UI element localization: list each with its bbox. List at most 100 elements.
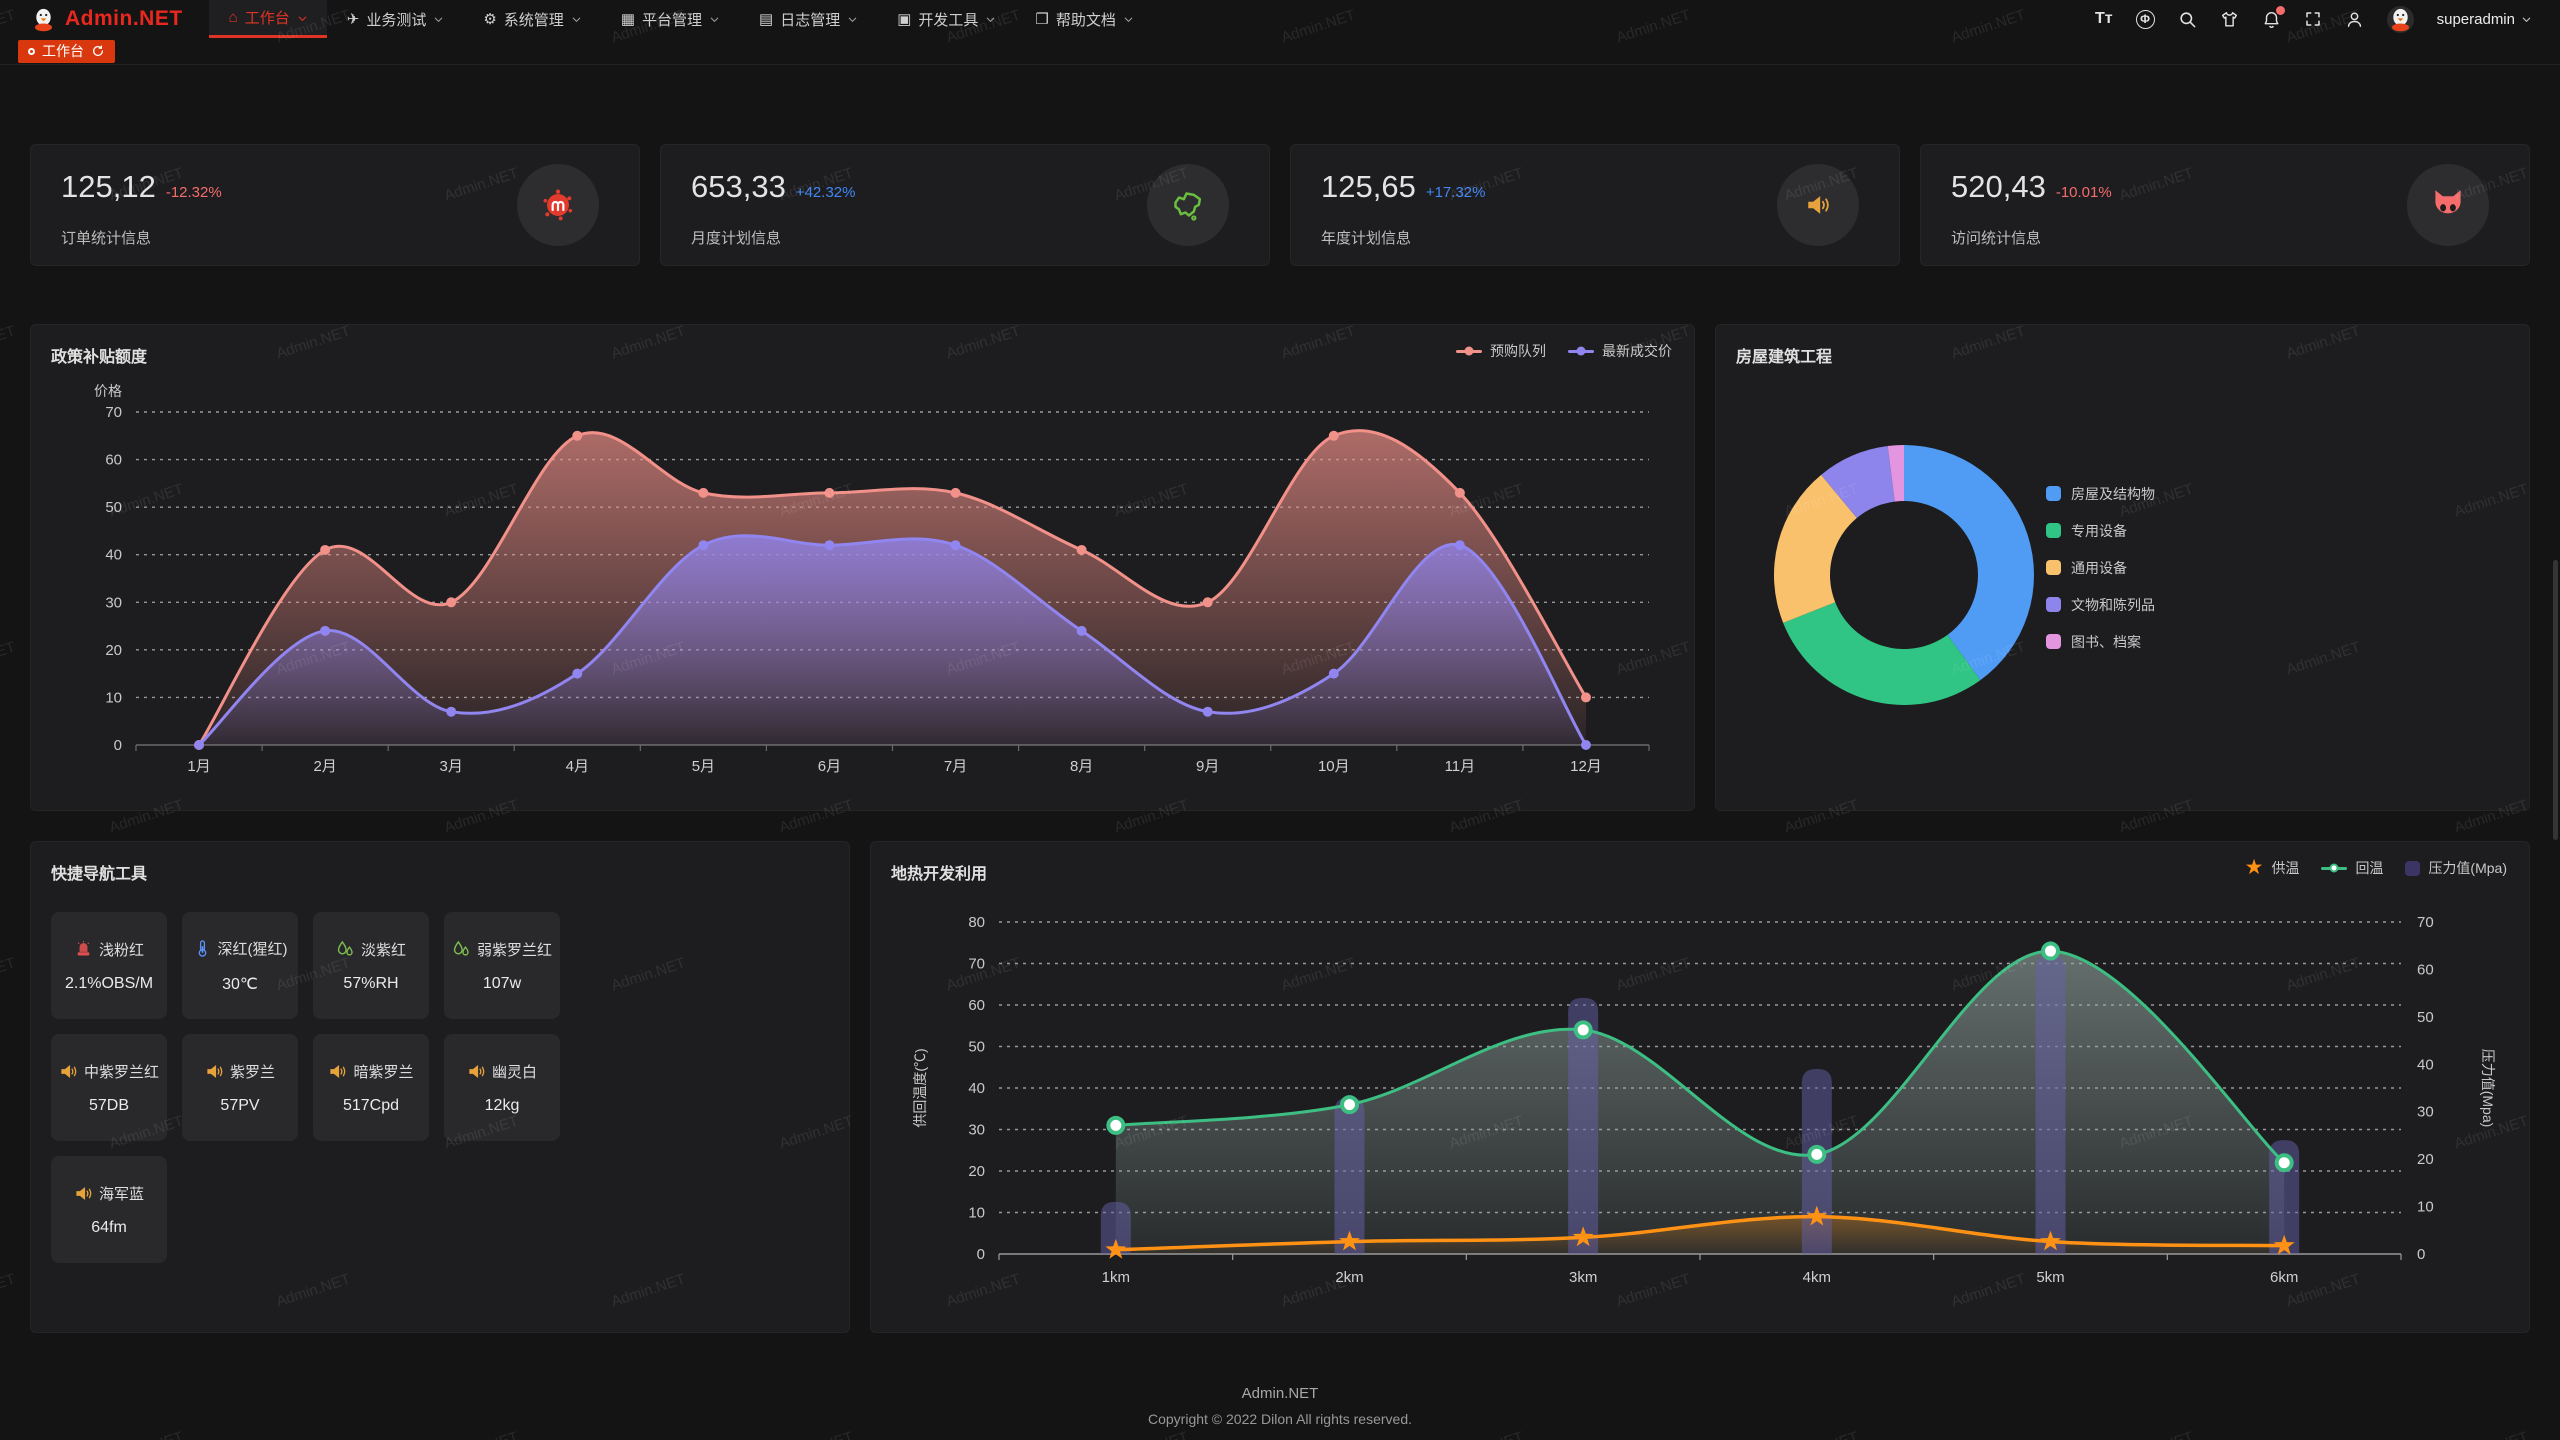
svg-text:5km: 5km: [2036, 1269, 2064, 1286]
language-icon[interactable]: Φ: [2135, 9, 2155, 29]
svg-text:3km: 3km: [1569, 1269, 1597, 1286]
refresh-icon[interactable]: [91, 44, 105, 58]
bottom-row: 快捷导航工具 浅粉红 2.1%OBS/M 深红(猩红) 30℃ 淡紫红 57%RH 弱紫罗兰…: [30, 841, 2530, 1333]
panel-title-quick-nav: 快捷导航工具: [51, 866, 148, 883]
watermark-text: Admin.NET: [1447, 1429, 1525, 1440]
svg-text:30: 30: [2417, 1104, 2434, 1121]
legend-item[interactable]: 文物和陈列品: [2046, 595, 2155, 615]
humidity-icon: [336, 940, 355, 959]
svg-text:2km: 2km: [1335, 1269, 1363, 1286]
legend-label: 专用设备: [2071, 522, 2127, 539]
speaker-icon: [467, 1062, 486, 1081]
font-size-icon[interactable]: Tт: [2095, 10, 2113, 27]
quick-nav-grid: 浅粉红 2.1%OBS/M 深红(猩红) 30℃ 淡紫红 57%RH 弱紫罗兰红 107w 中紫…: [51, 912, 829, 1263]
panel-building-project: 房屋建筑工程 房屋及结构物 专用设备 通用设备 文物和陈列品 图书、档案: [1715, 324, 2530, 811]
menu-item-docs[interactable]: ❒ 帮助文档: [1015, 0, 1152, 38]
quick-nav-value: 2.1%OBS/M: [64, 974, 154, 992]
legend-label: 最新成交价: [1602, 343, 1672, 359]
menu-item-workbench[interactable]: ⌂ 工作台: [208, 0, 327, 38]
notification-icon[interactable]: [2262, 5, 2285, 29]
speaker-icon: [205, 1062, 224, 1081]
stat-delta: +17.32%: [1425, 184, 1486, 201]
profile-icon[interactable]: [2345, 10, 2364, 29]
menu-item-system[interactable]: ⚙ 系统管理: [463, 0, 600, 38]
donut-slice-3: [1821, 446, 1895, 518]
svg-text:7月: 7月: [944, 758, 967, 775]
menu-item-devtools[interactable]: ▣ 开发工具: [877, 0, 1015, 38]
quick-nav-value: 30℃: [222, 975, 258, 993]
quick-nav-card-crimson[interactable]: 深红(猩红) 30℃: [182, 912, 298, 1019]
svg-text:70: 70: [105, 404, 122, 421]
chevron-down-icon: [985, 14, 995, 24]
svg-text:80: 80: [968, 914, 985, 931]
watermark-text: Admin.NET: [107, 1429, 185, 1440]
siren-icon: [74, 940, 93, 959]
pressure-bar-4: [2035, 955, 2066, 1254]
svg-text:压力值(Mpa): 压力值(Mpa): [2480, 1049, 2496, 1128]
svg-text:10: 10: [968, 1205, 985, 1222]
quick-nav-name: 暗紫罗兰: [353, 1063, 414, 1081]
quick-nav-card-navy-blue[interactable]: 海军蓝 64fm: [51, 1156, 167, 1263]
quick-nav-card-ghost-white[interactable]: 幽灵白 12kg: [444, 1034, 560, 1141]
quick-nav-card-dark-violet[interactable]: 暗紫罗兰 517Cpd: [313, 1034, 429, 1141]
stat-label: 年度计划信息: [1321, 230, 1412, 247]
legend-chip-marker: [2046, 597, 2061, 612]
stat-label: 订单统计信息: [61, 230, 152, 247]
fullscreen-icon[interactable]: [2304, 10, 2322, 28]
quick-nav-card-medium-violet-red[interactable]: 中紫罗兰红 57DB: [51, 1034, 167, 1141]
svg-text:4km: 4km: [1803, 1269, 1831, 1286]
legend-item[interactable]: 回温: [2321, 858, 2383, 878]
legend-item[interactable]: 通用设备: [2046, 558, 2155, 578]
legend-item[interactable]: 图书、档案: [2046, 632, 2155, 652]
china-map-icon: [1147, 164, 1229, 246]
legend-item[interactable]: 预购队列: [1456, 341, 1546, 361]
app-logo[interactable]: Admin.NET: [0, 0, 209, 38]
avatar[interactable]: [2386, 5, 2414, 33]
menu-item-logs[interactable]: ▤ 日志管理: [739, 0, 877, 38]
quick-nav-card-light-pink[interactable]: 浅粉红 2.1%OBS/M: [51, 912, 167, 1019]
stat-value: 520,43: [1951, 169, 2046, 204]
svg-text:12月: 12月: [1570, 758, 1602, 775]
quick-nav-name: 深红(猩红): [217, 940, 288, 958]
legend-item[interactable]: 房屋及结构物: [2046, 484, 2155, 504]
stat-delta: +42.32%: [795, 184, 856, 201]
tab-active-dot: [28, 47, 35, 55]
legend-item[interactable]: 最新成交价: [1568, 341, 1672, 361]
speaker-icon: [1777, 164, 1859, 246]
stat-label: 月度计划信息: [691, 230, 782, 247]
menu-item-label: 业务测试: [366, 11, 427, 29]
stat-delta: -12.32%: [165, 184, 222, 201]
chevron-down-icon: [1123, 14, 1133, 24]
quick-nav-card-pale-violet[interactable]: 淡紫红 57%RH: [313, 912, 429, 1019]
footer-app-name: Admin.NET: [1241, 1385, 1319, 1402]
panel-title-policy-subsidy: 政策补贴额度: [51, 349, 148, 366]
legend-chip-marker: [2046, 486, 2061, 501]
quick-nav-card-weak-violet-red[interactable]: 弱紫罗兰红 107w: [444, 912, 560, 1019]
menu-item-label: 平台管理: [642, 11, 703, 29]
geothermal-chart-legend: ★ 供温 回温 压力值(Mpa): [2245, 857, 2507, 878]
legend-item[interactable]: ★ 供温: [2245, 857, 2300, 878]
svg-text:8月: 8月: [1070, 758, 1093, 775]
donut-slice-0: [1904, 445, 2034, 681]
search-icon[interactable]: [2178, 10, 2197, 29]
tab-workbench[interactable]: 工作台: [18, 39, 115, 63]
scrollbar[interactable]: [2553, 560, 2558, 840]
theme-icon[interactable]: [2220, 10, 2239, 29]
quick-nav-value: 12kg: [484, 1096, 520, 1114]
username-menu[interactable]: superadmin: [2437, 11, 2532, 28]
grid-icon: ▦: [620, 10, 635, 28]
quick-nav-name: 淡紫红: [360, 941, 406, 959]
menu-item-platform[interactable]: ▦ 平台管理: [601, 0, 739, 38]
svg-text:4月: 4月: [566, 758, 589, 775]
legend-item[interactable]: 专用设备: [2046, 521, 2155, 541]
quick-nav-card-violet[interactable]: 紫罗兰 57PV: [182, 1034, 298, 1141]
watermark-text: Admin.NET: [1782, 1429, 1860, 1440]
subsidy-chart-legend: 预购队列 最新成交价: [1456, 341, 1672, 361]
legend-item[interactable]: 压力值(Mpa): [2405, 858, 2507, 878]
menu-item-business[interactable]: ✈ 业务测试: [327, 0, 464, 38]
chevron-down-icon: [571, 14, 581, 24]
pressure-bar-2: [1568, 997, 1599, 1254]
svg-text:40: 40: [105, 547, 122, 564]
svg-text:3月: 3月: [440, 758, 463, 775]
